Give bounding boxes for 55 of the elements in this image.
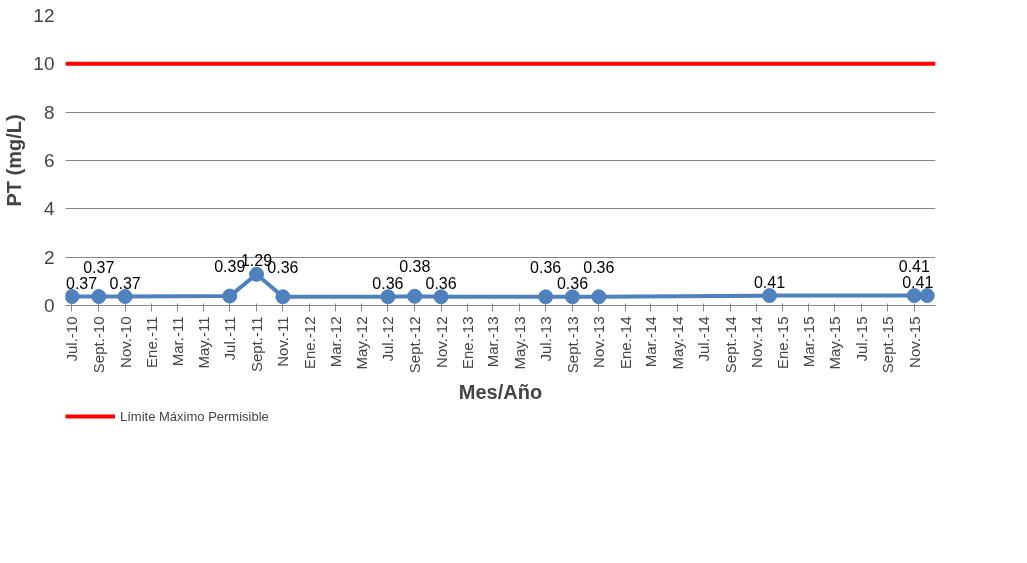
data-label: 0.41: [898, 257, 930, 275]
y-tick-label: 2: [43, 246, 55, 268]
y-axis-title: PT (mg/L): [3, 114, 26, 207]
data-label: 0.36: [372, 274, 404, 292]
data-label: 0.38: [399, 258, 431, 276]
x-tick-label: Mar.-13: [484, 316, 502, 368]
x-tick-label: Nov.-11: [274, 316, 292, 367]
x-tick-label: Sept.-11: [248, 316, 266, 373]
x-tick-label: Nov.-15: [905, 316, 923, 368]
x-tick-label: Jul.-12: [379, 316, 397, 362]
y-tick-label: 0: [43, 295, 55, 316]
y-tick-label: 10: [33, 53, 55, 75]
x-tick-label: Jul.-13: [537, 316, 555, 362]
x-tick-label: Jul.-10: [63, 316, 81, 362]
x-tick-label: Mar.-12: [326, 316, 344, 368]
x-axis-title: Mes/Año: [458, 381, 543, 404]
x-tick-label: Ene.-12: [300, 316, 318, 370]
x-tick-label: Nov.-13: [590, 316, 608, 368]
x-tick-label: Mar.-15: [799, 316, 817, 368]
x-tick-label: May.-15: [826, 316, 844, 370]
x-tick-label: Sept.-12: [406, 316, 424, 374]
x-tick-label: Sept.-10: [90, 316, 108, 374]
legend-label: Límite Máximo Permisible: [120, 408, 269, 424]
x-tick-label: Sept.-14: [721, 316, 739, 374]
x-tick-label: Ene.-11: [143, 316, 161, 368]
x-tick-label: Sept.-15: [879, 316, 897, 374]
y-tick-label: 4: [43, 198, 55, 220]
x-tick-label: Nov.-14: [748, 316, 766, 368]
x-tick-label: Sept.-13: [563, 316, 581, 374]
data-label: 0.41: [902, 273, 934, 291]
x-tick-label: Nov.-12: [432, 316, 450, 368]
x-tick-label: May.-12: [353, 316, 371, 370]
x-tick-label: Ene.-13: [458, 316, 476, 370]
data-label: 0.36: [583, 258, 615, 276]
x-tick-label: Ene.-14: [616, 316, 634, 370]
x-tick-label: Mar.-11: [168, 316, 186, 367]
y-tick-label: 12: [33, 5, 55, 26]
x-tick-label: May.-13: [510, 316, 528, 370]
x-tick-label: Jul.-15: [852, 316, 870, 362]
y-tick-label: 6: [43, 150, 55, 171]
x-tick-label: Jul.-14: [694, 316, 712, 362]
x-tick-label: Ene.-15: [774, 316, 792, 370]
y-tick-label: 8: [43, 101, 55, 123]
data-label: 0.36: [530, 258, 562, 276]
data-label: 0.36: [425, 274, 457, 292]
data-label: 0.37: [83, 258, 115, 276]
x-tick-label: May.-11: [194, 316, 212, 369]
data-label: 0.41: [753, 273, 786, 291]
x-tick-label: Nov.-10: [116, 316, 134, 368]
x-tick-label: Mar.-14: [642, 316, 660, 368]
data-label: 0.37: [109, 274, 141, 292]
data-label: 0.37: [65, 274, 98, 292]
x-tick-label: May.-14: [668, 316, 686, 370]
x-tick-label: Jul.-11: [221, 316, 239, 361]
data-label: 0.36: [556, 274, 589, 292]
